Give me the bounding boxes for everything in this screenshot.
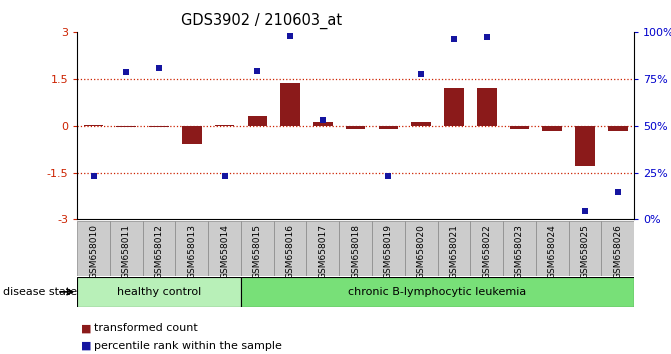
Bar (313, 122, 333, 126)
Point (580, 208, 590, 213)
Bar (248, 116, 267, 126)
Bar (411, 122, 431, 126)
Text: transformed count: transformed count (94, 323, 198, 333)
Bar (340, 221, 372, 276)
Point (285, 33, 295, 39)
Text: healthy control: healthy control (117, 287, 201, 297)
Text: GSM658011: GSM658011 (122, 224, 131, 279)
Bar (274, 221, 307, 276)
Text: disease state: disease state (3, 287, 77, 297)
Bar (208, 221, 241, 276)
Text: GSM658024: GSM658024 (548, 224, 557, 279)
Bar (117, 126, 136, 127)
Bar (215, 125, 234, 126)
Text: GSM658012: GSM658012 (154, 224, 164, 279)
Bar (444, 87, 464, 126)
Bar (470, 221, 503, 276)
Text: GSM658026: GSM658026 (613, 224, 622, 279)
Bar (110, 221, 143, 276)
Bar (437, 221, 470, 276)
Text: GSM658023: GSM658023 (515, 224, 524, 279)
Bar (77, 221, 110, 276)
Text: ■: ■ (81, 341, 91, 351)
Point (448, 36, 459, 41)
Bar (241, 277, 634, 307)
Bar (477, 87, 497, 126)
Point (416, 71, 427, 77)
Bar (509, 126, 529, 130)
Bar (307, 221, 340, 276)
Bar (182, 126, 202, 144)
Text: chronic B-lymphocytic leukemia: chronic B-lymphocytic leukemia (348, 287, 527, 297)
Text: GSM658025: GSM658025 (580, 224, 589, 279)
Bar (175, 221, 208, 276)
Text: GSM658010: GSM658010 (89, 224, 98, 279)
Text: GSM658015: GSM658015 (253, 224, 262, 279)
Point (383, 173, 394, 178)
Bar (405, 221, 437, 276)
Text: GSM658022: GSM658022 (482, 224, 491, 279)
Bar (568, 221, 601, 276)
Text: ■: ■ (81, 323, 91, 333)
Point (88, 173, 99, 179)
Bar (608, 126, 627, 131)
Bar (84, 125, 103, 126)
Point (613, 189, 623, 195)
Bar (280, 84, 300, 126)
Bar (536, 221, 568, 276)
Bar (241, 221, 274, 276)
Text: percentile rank within the sample: percentile rank within the sample (94, 341, 282, 351)
Bar (77, 277, 241, 307)
Text: GSM658013: GSM658013 (187, 224, 197, 279)
Bar (503, 221, 536, 276)
Bar (372, 221, 405, 276)
Text: GDS3902 / 210603_at: GDS3902 / 210603_at (181, 12, 342, 29)
Bar (378, 126, 398, 130)
Bar (149, 126, 169, 127)
Bar (575, 126, 595, 166)
Bar (601, 221, 634, 276)
Text: GSM658017: GSM658017 (318, 224, 327, 279)
Bar (143, 221, 175, 276)
Bar (346, 126, 366, 129)
Text: GSM658018: GSM658018 (351, 224, 360, 279)
Point (252, 68, 263, 74)
Text: GSM658020: GSM658020 (417, 224, 425, 279)
Point (317, 117, 328, 123)
Text: GSM658016: GSM658016 (286, 224, 295, 279)
Point (154, 65, 164, 71)
Text: GSM658019: GSM658019 (384, 224, 393, 279)
Text: GSM658021: GSM658021 (450, 224, 458, 279)
Bar (542, 126, 562, 131)
Point (121, 69, 132, 75)
Point (219, 173, 230, 179)
Point (481, 35, 492, 40)
Text: GSM658014: GSM658014 (220, 224, 229, 279)
